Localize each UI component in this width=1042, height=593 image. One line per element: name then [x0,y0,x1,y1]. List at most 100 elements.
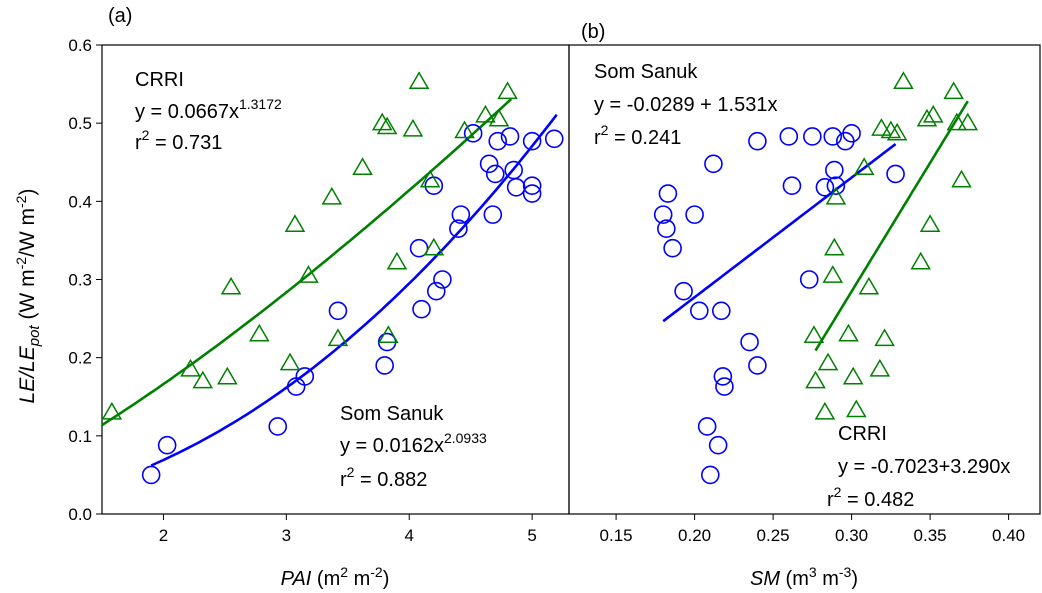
point-som-sanuk [449,219,468,238]
point-som-sanuk [506,177,526,197]
point-crri [488,108,510,127]
x-tick-label: 0.25 [757,526,790,545]
point-som-sanuk [157,435,177,455]
panel-b-xlabel-main: SM [750,568,780,590]
y-tick-label: 0.4 [68,192,92,211]
panel-b-som-equation: y = -0.0289 + 1.531x [594,94,777,116]
panel-b-crri-name: CRRI [838,423,887,445]
panel-b-frame [568,44,1041,515]
point-som-sanuk [826,176,846,195]
point-crri [957,112,979,131]
point-som-sanuk [328,301,348,321]
x-tick-label: 0.20 [678,526,711,545]
point-crri [408,71,430,89]
panel-a-som-r2: r2 = 0.882 [340,464,427,491]
y-tick-label: 0.5 [68,114,92,133]
panel-b-som-name: Som Sanuk [594,61,698,83]
point-crri [842,366,864,385]
point-crri [249,323,270,342]
panel-b-som-r2-val: = 0.241 [608,127,681,149]
panel-b-xlabel-sup2: -3 [839,564,852,580]
point-crri [284,214,306,233]
x-tick-label: 3 [282,526,291,545]
panel-b-label: (b) [581,21,605,43]
y-label-units-c: ) [16,189,39,196]
point-som-sanuk [433,270,452,289]
point-som-sanuk [412,299,431,319]
point-crri [298,265,319,283]
point-som-sanuk [842,124,861,143]
panel-b-fit-lines [662,100,969,352]
point-crri [825,186,847,205]
y-tick-label: 0.6 [68,36,92,55]
point-som-sanuk [740,332,759,352]
x-tick-label: 5 [527,526,536,545]
panel-a-som-eq-base: y = 0.0162x [340,435,444,457]
point-crri [943,81,964,100]
panel-a-crri-name: CRRI [135,69,184,91]
point-crri [916,108,938,127]
point-som-sanuk [708,435,728,455]
panel-b-xlabel-units-c: ) [851,568,858,590]
point-crri [386,251,408,270]
y-tick-label: 0.1 [68,427,92,446]
panel-b-crri-r2-val: = 0.482 [841,489,914,511]
point-crri [814,401,836,420]
y-label-units-b: /W m [16,208,39,257]
point-crri [321,186,343,205]
panel-a-y-ticks: 0.0 0.1 0.2 0.3 0.4 0.5 0.6 [68,36,102,524]
panel-b-crri-annotation: CRRI y = -0.7023+3.290x r2 = 0.482 [827,423,1010,511]
y-tick-label: 0.3 [68,271,92,290]
point-som-sanuk [713,367,733,386]
point-som-sanuk [782,176,802,195]
y-axis-label: LE/LEpot (W m-2/W m-2) [13,189,43,404]
point-som-sanuk [544,129,564,149]
panel-a-xlabel-sup2: -2 [370,564,383,580]
point-crri [101,401,123,420]
y-label-units-a: (W m [16,269,39,325]
point-som-sanuk [690,301,709,321]
point-crri [497,81,518,100]
point-crri [378,325,399,344]
point-som-sanuk [295,367,315,386]
panel-a-crri-annotation: CRRI y = 0.0667x1.3172 r2 = 0.731 [135,69,282,154]
point-som-sanuk [479,154,499,174]
point-som-sanuk [697,417,717,436]
panel-b-som-annotation: Som Sanuk y = -0.0289 + 1.531x r2 = 0.24… [594,61,777,149]
point-crri [192,370,214,389]
panel-a-som-equation: y = 0.0162x2.0933 [340,430,487,457]
x-tick-label: 0.15 [600,526,633,545]
point-som-sanuk [886,164,905,184]
panel-a-xlabel-main: PAI [281,568,312,590]
point-som-sanuk [663,238,682,258]
panel-b-crri-r2-pre: r [827,489,834,511]
point-crri [371,112,393,131]
point-crri [454,120,475,139]
panel-a-label: (a) [108,5,132,27]
point-som-sanuk [522,176,542,195]
y-label-sup1: -2 [13,257,29,270]
point-crri [180,358,201,377]
point-crri [327,328,349,347]
panel-a-som-r2-val: = 0.882 [354,469,427,491]
point-som-sanuk [522,184,542,203]
panel-a-xlabel-units-b: m [348,568,370,590]
panel-a-som-annotation: Som Sanuk y = 0.0162x2.0933 r2 = 0.882 [340,403,487,491]
fit-line-crri [814,100,969,352]
point-crri [419,169,441,188]
panel-a-crri-r2: r2 = 0.731 [135,127,222,154]
point-crri [475,104,496,123]
panel-a-crri-eq-exp: 1.3172 [239,96,282,112]
point-som-sanuk [463,124,483,143]
panel-b-xlabel-units-a: (m [780,568,809,590]
panel-a-crri-r2-pre: r [135,132,142,154]
point-som-sanuk [711,301,731,321]
point-som-sanuk [141,465,161,485]
panel-a-som-r2-sup: 2 [347,464,355,480]
panel-b-som-r2-sup: 2 [601,122,609,138]
panel-a: (a) 0.0 0.1 0.2 0.3 0.4 0.5 0.6 2 3 4 5 CRRI y = … [68,5,570,590]
point-som-sanuk [653,205,673,224]
panel-a-fit-lines [101,98,558,467]
point-som-sanuk [815,177,835,197]
point-som-sanuk [715,377,734,396]
